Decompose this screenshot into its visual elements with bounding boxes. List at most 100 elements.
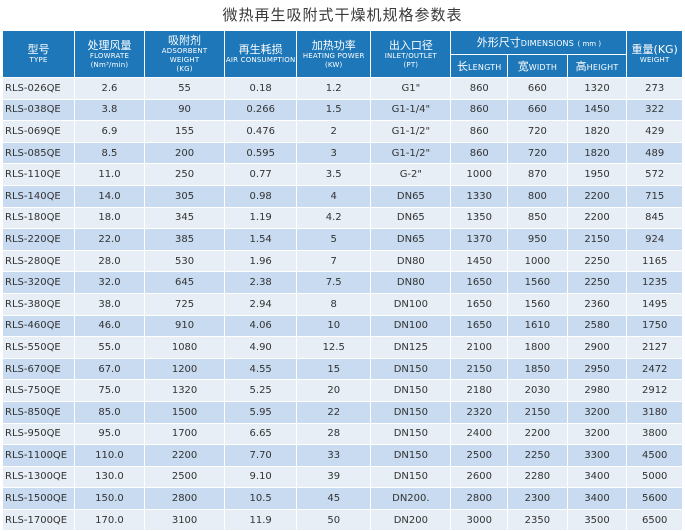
cell-height: 2250 [566,271,628,294]
table-row: RLS-026QE 2.6 55 0.18 1.2 G1" 860 660 1320 273 [2,77,683,100]
cell-inlet-outlet: G1-1/4" [370,99,452,122]
header-inlet-outlet: 出入口径 INLET/OUTLET (PT) [370,30,452,78]
cell-height: 3500 [566,509,628,531]
cell-inlet-outlet: G1-1/2" [370,142,452,165]
table-row: RLS-180QE 18.0 345 1.19 4.2 DN65 1350 850 2200 84… [2,207,683,230]
cell-model: RLS-460QE [2,315,75,338]
table-row: RLS-320QE 32.0 645 2.38 7.5 DN80 1650 1560 2250 1… [2,271,683,294]
cell-width: 1560 [507,271,568,294]
table-row: RLS-220QE 22.0 385 1.54 5 DN65 1370 950 2150 924 [2,228,683,251]
cell-heating-power: 2 [296,120,372,143]
cell-inlet-outlet: G-2" [370,163,452,186]
cell-flowrate: 46.0 [74,315,145,338]
cell-flowrate: 14.0 [74,185,145,208]
cell-weight: 3180 [626,401,683,424]
cell-weight: 429 [626,120,683,143]
cell-air-consumption: 10.5 [224,487,298,510]
cell-length: 860 [450,142,509,165]
header-length: 长LENGTH [450,53,509,78]
cell-heating-power: 15 [296,358,372,381]
table-row: RLS-140QE 14.0 305 0.98 4 DN65 1330 800 2200 715 [2,185,683,208]
cell-adsorbent: 530 [143,250,226,273]
cell-length: 1000 [450,163,509,186]
page-title: 微热再生吸附式干燥机规格参数表 [222,6,463,24]
table-row: RLS-670QE 67.0 1200 4.55 15 DN150 2150 1850 2950… [2,358,683,381]
cell-weight: 6500 [626,509,683,531]
cell-flowrate: 75.0 [74,379,145,402]
cell-heating-power: 22 [296,401,372,424]
cell-width: 2200 [507,423,568,446]
header-width: 宽WIDTH [507,53,568,78]
cell-height: 3400 [566,487,628,510]
header-air-consumption: 再生耗损 AIR CONSUMPTION [224,30,298,78]
cell-flowrate: 6.9 [74,120,145,143]
cell-width: 720 [507,142,568,165]
cell-length: 1650 [450,293,509,316]
cell-air-consumption: 9.10 [224,466,298,489]
cell-adsorbent: 385 [143,228,226,251]
cell-adsorbent: 345 [143,207,226,230]
cell-heating-power: 4 [296,185,372,208]
cell-flowrate: 38.0 [74,293,145,316]
cell-adsorbent: 305 [143,185,226,208]
cell-model: RLS-670QE [2,358,75,381]
cell-length: 2400 [450,423,509,446]
cell-weight: 3800 [626,423,683,446]
cell-inlet-outlet: DN100 [370,293,452,316]
cell-flowrate: 55.0 [74,336,145,359]
cell-weight: 4500 [626,444,683,467]
table-row: RLS-280QE 28.0 530 1.96 7 DN80 1450 1000 2250 116… [2,250,683,273]
table-row: RLS-850QE 85.0 1500 5.95 22 DN150 2320 2150 3200… [2,401,683,424]
cell-weight: 2912 [626,379,683,402]
cell-width: 2350 [507,509,568,531]
cell-flowrate: 110.0 [74,444,145,467]
cell-length: 1450 [450,250,509,273]
cell-flowrate: 11.0 [74,163,145,186]
cell-model: RLS-180QE [2,207,75,230]
cell-heating-power: 3.5 [296,163,372,186]
cell-inlet-outlet: DN80 [370,250,452,273]
cell-adsorbent: 1080 [143,336,226,359]
cell-model: RLS-750QE [2,379,75,402]
cell-inlet-outlet: DN150 [370,358,452,381]
cell-width: 720 [507,120,568,143]
cell-length: 2800 [450,487,509,510]
header-height: 高HEIGHT [566,53,628,78]
cell-model: RLS-140QE [2,185,75,208]
cell-model: RLS-380QE [2,293,75,316]
cell-inlet-outlet: DN200. [370,487,452,510]
cell-inlet-outlet: DN125 [370,336,452,359]
cell-length: 1370 [450,228,509,251]
cell-height: 2950 [566,358,628,381]
cell-height: 2200 [566,207,628,230]
cell-inlet-outlet: G1" [370,77,452,100]
cell-air-consumption: 0.77 [224,163,298,186]
cell-inlet-outlet: DN65 [370,228,452,251]
cell-heating-power: 45 [296,487,372,510]
cell-heating-power: 3 [296,142,372,165]
table-row: RLS-950QE 95.0 1700 6.65 28 DN150 2400 2200 3200… [2,423,683,446]
cell-inlet-outlet: DN200 [370,509,452,531]
cell-model: RLS-1100QE [2,444,75,467]
cell-length: 2100 [450,336,509,359]
cell-weight: 1165 [626,250,683,273]
cell-width: 1000 [507,250,568,273]
cell-weight: 1495 [626,293,683,316]
cell-adsorbent: 1200 [143,358,226,381]
cell-heating-power: 5 [296,228,372,251]
cell-flowrate: 18.0 [74,207,145,230]
cell-air-consumption: 0.98 [224,185,298,208]
cell-width: 660 [507,99,568,122]
cell-model: RLS-038QE [2,99,75,122]
cell-length: 860 [450,120,509,143]
cell-air-consumption: 0.18 [224,77,298,100]
table-row: RLS-1500QE 150.0 2800 10.5 45 DN200. 2800 2300 3… [2,487,683,510]
cell-flowrate: 2.6 [74,77,145,100]
cell-air-consumption: 2.38 [224,271,298,294]
cell-height: 1950 [566,163,628,186]
cell-model: RLS-110QE [2,163,75,186]
cell-flowrate: 28.0 [74,250,145,273]
cell-adsorbent: 155 [143,120,226,143]
cell-inlet-outlet: DN100 [370,315,452,338]
cell-width: 1560 [507,293,568,316]
